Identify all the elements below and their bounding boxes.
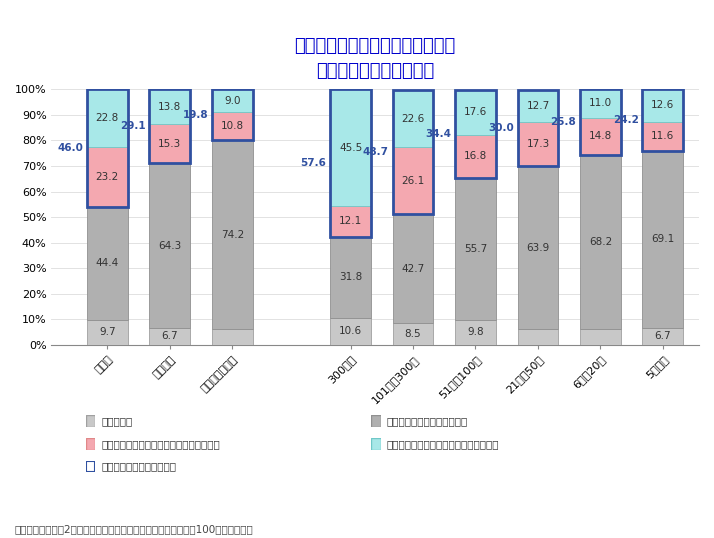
Bar xyxy=(149,328,190,345)
Bar xyxy=(643,151,683,328)
Bar xyxy=(330,206,371,237)
Bar xyxy=(643,89,683,122)
Text: 34.4: 34.4 xyxy=(425,129,451,139)
Bar xyxy=(393,90,433,214)
Text: テレワークを実施：デメリットの方が多い: テレワークを実施：デメリットの方が多い xyxy=(101,439,220,449)
Text: 19.8: 19.8 xyxy=(182,110,208,119)
Title: 企業のテレワーク実施状況と見解
～規模別・従業員数別～: 企業のテレワーク実施状況と見解 ～規模別・従業員数別～ xyxy=(295,37,456,80)
Text: 14.8: 14.8 xyxy=(589,131,612,141)
Text: 注：小数点以下第2位を四捨五入しているため、合計は必ずしも100とはならない: 注：小数点以下第2位を四捨五入しているため、合計は必ずしも100とはならない xyxy=(14,525,253,535)
Text: 22.6: 22.6 xyxy=(401,114,425,124)
Bar xyxy=(455,320,496,345)
Text: 10.6: 10.6 xyxy=(339,326,362,336)
Bar xyxy=(330,237,371,318)
Text: 10.8: 10.8 xyxy=(221,121,243,131)
Bar xyxy=(518,90,558,166)
Text: 11.6: 11.6 xyxy=(651,131,675,141)
Bar xyxy=(643,89,683,151)
Text: 24.2: 24.2 xyxy=(613,115,638,125)
Text: 30.0: 30.0 xyxy=(488,123,513,133)
Bar xyxy=(455,90,496,178)
Text: 15.3: 15.3 xyxy=(159,139,181,149)
Text: 8.5: 8.5 xyxy=(405,329,421,339)
Text: 74.2: 74.2 xyxy=(221,230,244,240)
Text: 16.8: 16.8 xyxy=(464,151,487,161)
Bar xyxy=(149,89,190,164)
Bar xyxy=(212,329,253,345)
Text: 9.8: 9.8 xyxy=(467,327,484,337)
Bar xyxy=(393,147,433,214)
Bar xyxy=(393,90,433,147)
Bar xyxy=(518,329,558,345)
Bar xyxy=(212,89,253,112)
Text: 11.0: 11.0 xyxy=(589,98,612,109)
Bar xyxy=(518,122,558,166)
Bar xyxy=(330,89,371,237)
Text: 6.7: 6.7 xyxy=(161,331,178,341)
Bar xyxy=(455,134,496,178)
Bar xyxy=(87,147,128,207)
Text: 17.3: 17.3 xyxy=(526,139,550,149)
Bar xyxy=(87,89,128,207)
Text: テレワークを実施：メリットの方が多い: テレワークを実施：メリットの方が多い xyxy=(387,439,500,449)
Bar xyxy=(212,89,253,140)
Text: 44.4: 44.4 xyxy=(96,258,119,268)
Text: 25.8: 25.8 xyxy=(550,117,576,128)
Bar xyxy=(393,323,433,345)
Text: 22.8: 22.8 xyxy=(96,114,119,123)
Bar xyxy=(393,214,433,323)
Text: 45.5: 45.5 xyxy=(339,143,362,152)
Bar xyxy=(330,318,371,345)
Text: 26.1: 26.1 xyxy=(401,176,425,186)
Text: 分からない: 分からない xyxy=(101,416,133,426)
Bar xyxy=(149,89,190,124)
Text: 17.6: 17.6 xyxy=(464,107,487,117)
Bar xyxy=(643,328,683,345)
Bar xyxy=(580,89,620,117)
Text: 42.7: 42.7 xyxy=(401,264,425,273)
Text: 55.7: 55.7 xyxy=(464,244,487,253)
Bar xyxy=(149,124,190,164)
Text: 12.7: 12.7 xyxy=(526,101,550,111)
Text: 69.1: 69.1 xyxy=(651,235,675,244)
Text: 9.0: 9.0 xyxy=(224,96,241,106)
Bar xyxy=(149,164,190,328)
Bar xyxy=(87,89,128,147)
Bar xyxy=(580,89,620,155)
Text: 9.7: 9.7 xyxy=(99,328,116,337)
Bar xyxy=(212,112,253,140)
Text: 23.2: 23.2 xyxy=(96,172,119,182)
Bar xyxy=(580,329,620,345)
Bar xyxy=(455,178,496,320)
Bar xyxy=(518,166,558,329)
Text: 6.7: 6.7 xyxy=(655,331,671,341)
Text: 13.8: 13.8 xyxy=(159,102,181,112)
Text: 12.1: 12.1 xyxy=(339,216,362,226)
Bar xyxy=(580,117,620,155)
Text: テレワークを実施していない: テレワークを実施していない xyxy=(387,416,468,426)
Text: 12.6: 12.6 xyxy=(651,101,675,110)
Bar xyxy=(87,320,128,345)
Bar xyxy=(330,89,371,206)
Text: 57.6: 57.6 xyxy=(301,158,326,168)
Bar xyxy=(87,207,128,320)
Text: テレワークを実施している: テレワークを実施している xyxy=(101,462,176,471)
Text: 48.7: 48.7 xyxy=(363,147,388,157)
Text: 29.1: 29.1 xyxy=(120,121,146,131)
Text: 31.8: 31.8 xyxy=(339,272,362,282)
Bar xyxy=(518,90,558,122)
Bar xyxy=(212,140,253,329)
Bar xyxy=(580,155,620,329)
Bar xyxy=(643,122,683,151)
Text: 64.3: 64.3 xyxy=(159,240,181,251)
Text: 46.0: 46.0 xyxy=(57,143,83,153)
Text: 63.9: 63.9 xyxy=(526,243,550,253)
Text: 68.2: 68.2 xyxy=(589,237,612,247)
Bar xyxy=(455,90,496,134)
